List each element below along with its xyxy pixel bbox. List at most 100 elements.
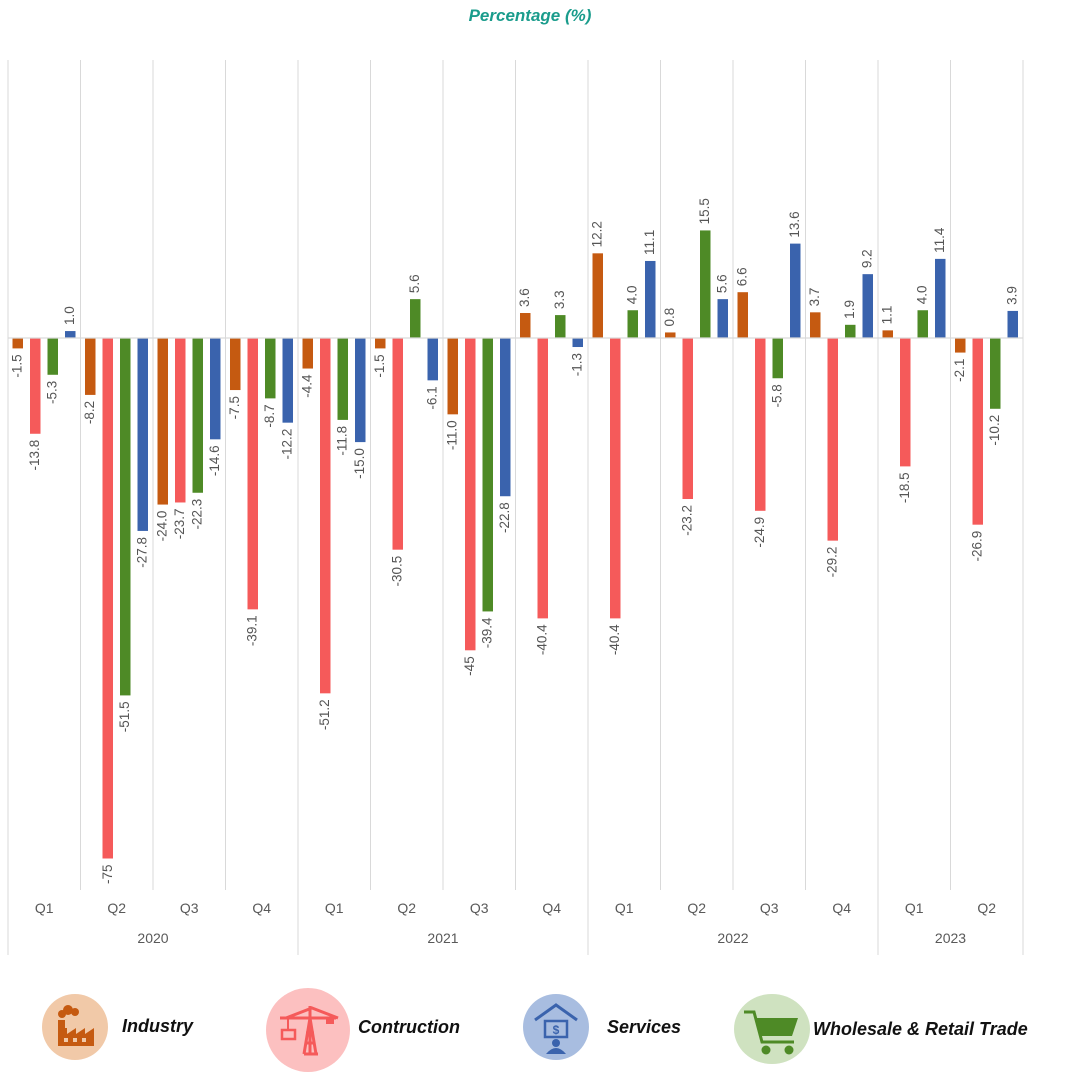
bar-contruction-14	[972, 338, 983, 525]
data-label: -39.4	[480, 617, 495, 648]
data-label: -23.7	[172, 508, 187, 539]
bar-contruction-10	[682, 338, 693, 500]
legend-label-industry: Industry	[122, 1016, 194, 1036]
shopping-cart-icon	[744, 1010, 798, 1055]
x-tick-label: Q4	[542, 900, 561, 916]
bar-services-8	[572, 338, 583, 348]
data-label: -51.5	[117, 701, 132, 732]
data-label: -1.5	[10, 354, 25, 377]
data-label: 5.6	[715, 274, 730, 293]
bar-contruction-5	[320, 338, 331, 694]
data-label: -10.2	[987, 415, 1002, 446]
x-tick-label: Q3	[760, 900, 779, 916]
grid-lines	[7, 60, 1024, 955]
data-label: 1.1	[880, 306, 895, 325]
bar-wholesale-retail-trade-5	[337, 338, 348, 420]
bar-industry-14	[955, 338, 966, 353]
legend-circle-wholesale-retail	[734, 994, 810, 1064]
bar-wholesale-retail-trade-13	[917, 310, 928, 338]
bar-contruction-2	[102, 338, 113, 859]
bar-wholesale-retail-trade-6	[410, 299, 421, 338]
data-label: -24.0	[155, 511, 170, 542]
data-label: 0.8	[662, 308, 677, 327]
bar-contruction-3	[175, 338, 186, 503]
year-label: 2023	[935, 930, 966, 946]
bar-industry-5	[302, 338, 313, 369]
bank-services-icon: $	[534, 1003, 578, 1054]
data-label: -26.9	[970, 531, 985, 562]
x-axis: Q1 Q2 Q3 Q4 Q1 Q2 Q3 Q4 Q1 Q2 Q3 Q4 Q1 Q2 2020 2021 2022…	[8, 337, 1023, 946]
bar-contruction-6	[392, 338, 403, 550]
data-label: -23.2	[680, 505, 695, 536]
bar-services-2	[137, 338, 148, 531]
bar-services-7	[500, 338, 511, 497]
x-tick-label: Q2	[687, 900, 706, 916]
data-label: -11.0	[445, 420, 460, 450]
bar-services-10	[717, 299, 728, 338]
bar-industry-4	[230, 338, 241, 391]
x-tick-label: Q4	[832, 900, 851, 916]
data-label: 6.6	[735, 267, 750, 286]
x-tick-label: Q1	[905, 900, 924, 916]
bar-services-12	[862, 274, 873, 338]
bar-services-5	[355, 338, 366, 443]
bar-industry-1	[12, 338, 23, 349]
data-label: -2.1	[952, 359, 967, 382]
data-label: -1.3	[570, 353, 585, 376]
legend-circle-construction	[266, 988, 350, 1072]
x-tick-label: Q1	[325, 900, 344, 916]
data-label: -4.4	[300, 374, 315, 398]
bar-industry-6	[375, 338, 386, 349]
data-label: -51.2	[317, 699, 332, 730]
x-tick-label: Q1	[35, 900, 54, 916]
bar-contruction-7	[465, 338, 476, 651]
data-label: -14.6	[207, 445, 222, 476]
bar-services-11	[790, 243, 801, 338]
bar-wholesale-retail-trade-9	[627, 310, 638, 338]
bar-contruction-12	[827, 338, 838, 541]
data-label: 3.6	[517, 288, 532, 307]
data-label: -75	[100, 865, 115, 885]
bar-wholesale-retail-trade-3	[192, 338, 203, 493]
data-label: -7.5	[227, 396, 242, 419]
legend-item-wholesale-retail: Wholesale & Retail Trade	[734, 994, 1054, 1064]
bar-wholesale-retail-trade-1	[47, 338, 58, 375]
x-tick-label: Q3	[180, 900, 199, 916]
year-label: 2022	[717, 930, 748, 946]
bar-contruction-8	[537, 338, 548, 619]
data-label: 4.0	[625, 285, 640, 304]
data-label: 5.6	[407, 274, 422, 293]
data-label: 4.0	[915, 285, 930, 304]
data-label: -12.2	[280, 429, 295, 460]
data-label: 12.2	[590, 221, 605, 247]
bar-services-3	[210, 338, 221, 440]
data-label: 13.6	[787, 211, 802, 237]
x-tick-label: Q4	[252, 900, 271, 916]
bar-contruction-11	[755, 338, 766, 511]
bar-wholesale-retail-trade-4	[265, 338, 276, 399]
bar-services-13	[935, 258, 946, 338]
data-label: -5.8	[770, 384, 785, 407]
x-tick-label: Q2	[977, 900, 996, 916]
data-label: -24.9	[752, 517, 767, 548]
bar-wholesale-retail-trade-11	[772, 338, 783, 379]
data-label: -11.8	[335, 426, 350, 456]
bar-chart: -1.5 -8.2 -24.0 -7.5 -4.4 -1.5 -11.0 3.6 12.2 0.8…	[7, 60, 1024, 955]
bar-industry-13	[882, 330, 893, 338]
data-label: -8.2	[82, 401, 97, 424]
legend-circle-industry	[42, 994, 108, 1060]
data-label: -27.8	[135, 537, 150, 568]
data-label: -45	[462, 656, 477, 676]
data-label: -22.8	[497, 502, 512, 533]
data-label: 11.1	[642, 230, 657, 255]
data-label: -39.1	[245, 615, 260, 646]
bar-industry-2	[85, 338, 96, 395]
bar-contruction-13	[900, 338, 911, 467]
data-label: 15.5	[697, 198, 712, 224]
legend-item-construction: Contruction	[266, 988, 476, 1072]
data-label: -18.5	[897, 472, 912, 503]
bar-wholesale-retail-trade-14	[990, 338, 1001, 409]
x-tick-label: Q3	[470, 900, 489, 916]
data-label: 3.7	[807, 288, 822, 307]
data-label: 11.4	[932, 227, 947, 253]
